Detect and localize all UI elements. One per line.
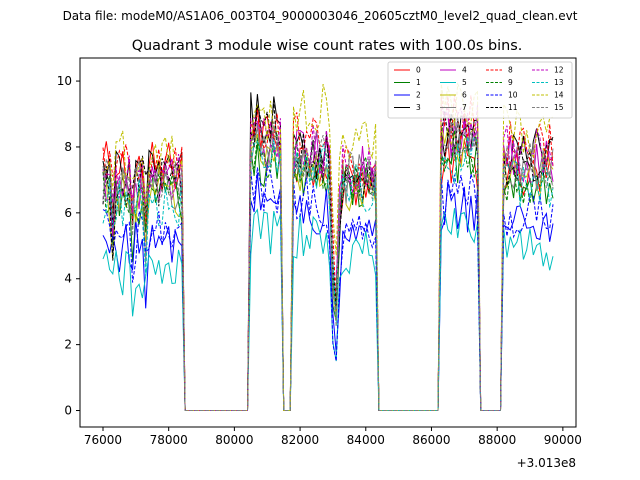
y-tick-label: 0 (64, 404, 72, 418)
legend-label-3: 3 (416, 103, 421, 112)
legend-label-12: 12 (554, 66, 564, 75)
y-tick-label: 6 (64, 206, 72, 220)
legend-label-14: 14 (554, 91, 564, 100)
legend-label-6: 6 (462, 91, 467, 100)
legend-label-7: 7 (462, 103, 467, 112)
y-tick-label: 4 (64, 272, 72, 286)
legend-label-15: 15 (554, 103, 564, 112)
legend-label-0: 0 (416, 66, 421, 75)
y-tick-label: 8 (64, 140, 72, 154)
x-tick-label: 80000 (215, 433, 253, 447)
chart-title: Quadrant 3 module wise count rates with … (132, 38, 523, 54)
x-tick-label: 84000 (347, 433, 385, 447)
legend-label-13: 13 (554, 78, 564, 87)
legend-label-8: 8 (508, 66, 513, 75)
x-tick-label: 76000 (84, 433, 122, 447)
figure-header: Data file: modeM0/AS1A06_003T04_90000030… (63, 9, 578, 23)
series-line-10 (102, 164, 554, 411)
legend-label-1: 1 (416, 78, 421, 87)
legend-label-9: 9 (508, 78, 513, 87)
x-tick-label: 78000 (150, 433, 188, 447)
series-layer (102, 82, 554, 411)
plot-area: 76000 78000 80000 82000 84000 86000 88000 90000… (57, 57, 582, 447)
legend-label-2: 2 (416, 91, 421, 100)
x-tick-label: 82000 (281, 433, 319, 447)
y-tick-label: 10 (57, 74, 72, 88)
legend-label-11: 11 (508, 103, 518, 112)
legend-label-5: 5 (462, 78, 467, 87)
x-tick-label: 86000 (412, 433, 450, 447)
y-axis: 0 2 4 6 8 10 (57, 74, 80, 418)
legend-box (387, 61, 573, 119)
x-axis: 76000 78000 80000 82000 84000 86000 88000 90000 (84, 427, 582, 447)
x-tick-label: 88000 (478, 433, 516, 447)
x-tick-label: 90000 (544, 433, 582, 447)
legend-label-4: 4 (462, 66, 467, 75)
series-line-15 (102, 116, 554, 411)
legend-label-10: 10 (508, 91, 518, 100)
series-line-14 (102, 82, 554, 411)
axes-frame (79, 57, 577, 428)
x-offset-label: +3.013e8 (517, 456, 576, 470)
y-tick-label: 2 (64, 338, 72, 352)
